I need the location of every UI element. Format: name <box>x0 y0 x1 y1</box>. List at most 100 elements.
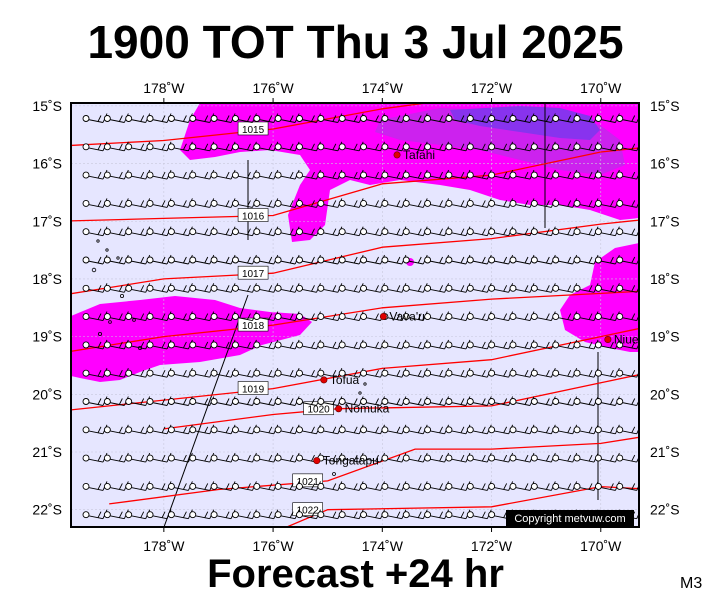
isobar-label: 1015 <box>237 121 269 136</box>
wind-barb <box>253 254 279 265</box>
wind-barb <box>488 481 514 491</box>
wind-barb <box>488 113 514 123</box>
wind-barb <box>381 283 407 293</box>
wind-barb <box>82 169 108 180</box>
lat-label-left: 21˚S <box>32 444 62 460</box>
lat-label-left: 15˚S <box>32 98 62 114</box>
wind-barb <box>125 169 151 180</box>
wind-barb <box>231 424 257 435</box>
lat-label-left: 19˚S <box>32 329 62 345</box>
wind-barb <box>445 509 471 520</box>
island <box>108 320 112 324</box>
wind-barb <box>424 169 450 180</box>
wind-barb <box>189 396 215 406</box>
wind-barb <box>360 339 385 350</box>
wind-barb <box>402 283 428 293</box>
wind-barb <box>488 254 514 265</box>
wind-barb <box>509 169 535 180</box>
wind-barb <box>573 339 599 350</box>
isobar-value: 1019 <box>242 385 265 396</box>
wind-barb <box>189 198 215 208</box>
place-marker: Tofua <box>320 373 360 387</box>
wind-barb <box>445 339 471 350</box>
wind-barb <box>189 481 215 491</box>
wind-barb <box>317 169 343 180</box>
wind-barb <box>488 198 514 208</box>
wind-barb <box>103 368 129 378</box>
wind-barb <box>274 396 300 406</box>
lat-label-right: 18˚S <box>650 271 680 287</box>
wind-barb <box>82 226 108 237</box>
place-marker: Niue <box>604 333 639 347</box>
wind-barb <box>509 113 535 123</box>
wind-barb <box>167 169 193 180</box>
isobar-value: 1016 <box>242 211 265 222</box>
wind-barb <box>146 452 172 463</box>
wind-barb <box>210 198 236 208</box>
wind-barb <box>167 141 193 152</box>
wind-barb <box>167 452 193 463</box>
wind-barb <box>103 509 129 520</box>
isobar-label: 1017 <box>237 265 269 280</box>
wind-barb <box>552 481 578 491</box>
isobar-value: 1017 <box>242 269 265 280</box>
wind-barb <box>253 311 279 322</box>
wind-barb <box>402 254 428 265</box>
isobar <box>285 485 639 527</box>
precip-region-heavy <box>450 106 600 140</box>
wind-barb <box>146 169 172 180</box>
wind-barb <box>594 396 620 406</box>
wind-barb <box>82 368 108 378</box>
wind-barb <box>402 396 428 406</box>
island <box>96 239 100 243</box>
place-name: Tongatapu <box>323 454 379 468</box>
wind-barb <box>82 311 108 322</box>
wind-barb <box>103 311 129 322</box>
wind-barb <box>253 141 279 152</box>
wind-barb <box>146 141 172 152</box>
isobar-value: 1021 <box>297 477 320 488</box>
isobar <box>109 436 639 505</box>
wind-barb <box>338 198 364 208</box>
wind-barb <box>594 339 620 350</box>
wind-barb <box>573 226 599 237</box>
wind-barb <box>274 254 300 265</box>
isobar-layer: 1015 1016 1017 1018 1019 1020 1021 1022 <box>71 103 639 527</box>
model-label: M3 <box>680 575 703 592</box>
wind-barb <box>402 311 428 322</box>
wind-barb <box>103 481 129 491</box>
wind-barb <box>530 339 556 350</box>
wind-barb <box>338 424 364 435</box>
wind-barb <box>317 198 343 208</box>
wind-barb <box>530 311 556 322</box>
wind-barb <box>594 452 620 463</box>
island <box>120 293 125 298</box>
lon-label-top: 174˚W <box>362 80 404 96</box>
wind-barb <box>253 424 279 435</box>
wind-barb <box>402 339 428 350</box>
wind-barb <box>146 254 172 265</box>
wind-barb <box>381 113 407 123</box>
wind-barb <box>424 339 450 350</box>
wind-barb <box>573 452 599 463</box>
wind-barb <box>381 169 407 180</box>
wind-barb <box>360 481 385 491</box>
place-marker: Vava'u <box>379 309 425 323</box>
wind-barb <box>296 226 321 237</box>
wind-barb <box>189 283 215 293</box>
wind-barb <box>317 339 343 350</box>
isobar-value: 1022 <box>297 506 320 517</box>
island <box>137 345 142 350</box>
lon-label-bottom: 172˚W <box>471 538 513 554</box>
isobar <box>71 290 639 352</box>
wind-barb <box>402 424 428 435</box>
wind-barb <box>317 481 343 491</box>
wind-barb-layer <box>82 113 639 520</box>
isobar <box>71 219 639 295</box>
wind-barb <box>189 254 215 265</box>
wind-barb <box>146 509 172 520</box>
place-layer: Tafahi Vava'u Niue Tofua Nomuka Tongatapu <box>313 148 639 468</box>
wind-barb <box>296 254 321 265</box>
wind-barb <box>125 113 151 123</box>
island <box>363 382 367 386</box>
